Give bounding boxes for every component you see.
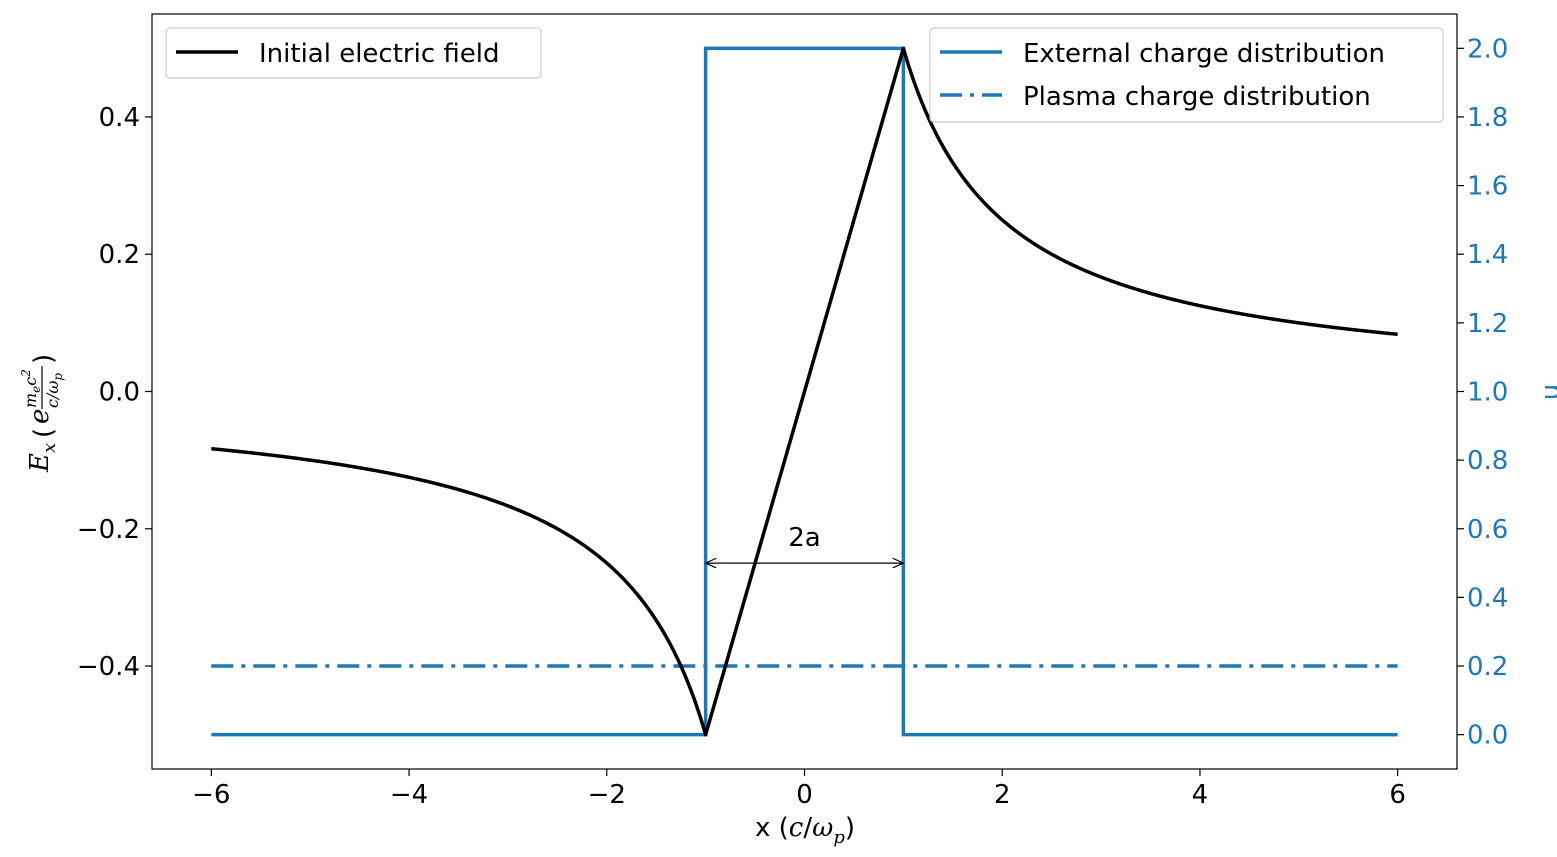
svg-text:c/ωp: c/ωp [43,373,65,408]
y2-axis-label: n [1538,384,1557,400]
x-tick-label: 2 [994,780,1011,810]
series-external-charge-line [211,46,1398,737]
y2-tick-label: 1.8 [1467,103,1508,133]
svg-text:(: ( [29,428,59,438]
legend-left: Initial electric field [165,27,542,79]
annotation-label: 2a [788,523,820,553]
y2-tick-label: 0.6 [1467,515,1508,545]
y2-tick-label: 0.4 [1467,583,1508,613]
svg-text:Ex: Ex [25,443,60,473]
y-tick-label: 0.2 [99,240,140,270]
legend-label-plasma-charge: Plasma charge distribution [1023,82,1371,112]
svg-text:mec2: mec2 [19,369,43,408]
series-layer [211,46,1398,737]
svg-text:e: e [25,409,55,424]
x-tick-label: −2 [588,780,626,810]
y2-tick-label: 1.4 [1467,240,1508,270]
legend-label-electric-field: Initial electric field [259,39,500,69]
annotation-layer: 2a [706,523,904,563]
y2-tick-label: 1.0 [1467,378,1508,408]
legend-label-external-charge: External charge distribution [1023,39,1385,69]
y2-tick-label: 1.2 [1467,309,1508,339]
x-tick-label: 6 [1389,780,1406,810]
y-tick-label: −0.2 [77,515,140,545]
y-tick-label: −0.4 [77,652,140,682]
y-axis-label: Ex ( e mec2 c/ωp ) [19,354,65,473]
y-tick-label: 0.0 [99,378,140,408]
y2-tick-label: 0.0 [1467,721,1508,751]
y2-tick-label: 0.8 [1467,446,1508,476]
x-tick-label: 0 [796,780,813,810]
x-axis-label: x (c/ωp) [755,813,855,848]
y-axis-left: −0.4 −0.2 0.0 0.2 0.4 [77,103,152,682]
x-tick-label: 4 [1192,780,1209,810]
y2-tick-label: 1.6 [1467,172,1508,202]
y2-tick-label: 0.2 [1467,652,1508,682]
x-tick-label: −6 [192,780,230,810]
y-axis-right: 0.0 0.2 0.4 0.6 0.8 1.0 1.2 1.4 1.6 1.8 2.0 [1457,34,1508,751]
legend-right: External charge distribution Plasma char… [929,27,1444,123]
series-electric-field-line [211,46,1398,737]
x-axis: −6 −4 −2 0 2 4 6 [192,769,1406,810]
y2-tick-label: 2.0 [1467,34,1508,64]
y-tick-label: 0.4 [99,103,140,133]
svg-text:): ) [29,354,59,364]
x-tick-label: −4 [390,780,428,810]
